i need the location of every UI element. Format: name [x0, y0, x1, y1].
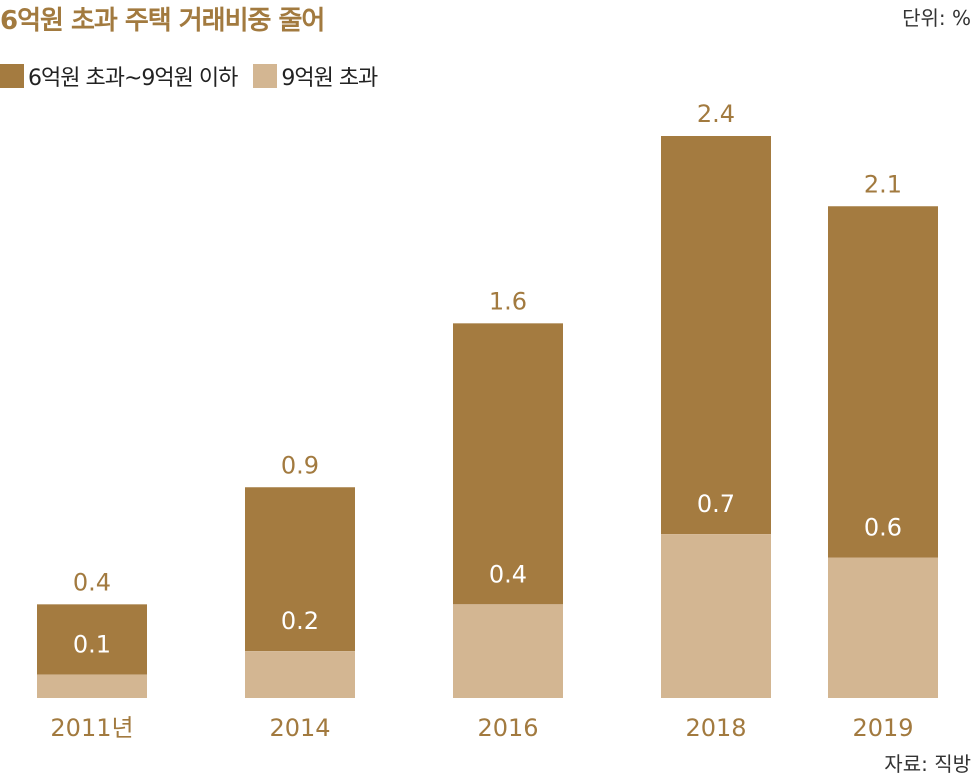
x-tick-label-0: 2011년 — [50, 714, 133, 742]
total-label-2: 1.6 — [489, 287, 527, 315]
legend-item-series2: 9억원 초과 — [253, 60, 378, 92]
bar-series2-2 — [453, 604, 563, 698]
unit-label: 단위: % — [902, 6, 971, 30]
legend: 6억원 초과~9억원 이하 9억원 초과 — [0, 60, 393, 92]
total-label-3: 2.4 — [697, 100, 735, 128]
x-tick-label-4: 2019 — [852, 714, 913, 742]
bar-series1-1 — [245, 487, 355, 652]
x-tick-label-3: 2018 — [685, 714, 746, 742]
legend-label-series2: 9억원 초과 — [281, 66, 378, 91]
x-tick-label-2: 2016 — [477, 714, 538, 742]
x-tick-label-1: 2014 — [269, 714, 330, 742]
legend-swatch-series2 — [253, 64, 278, 88]
bar-series1-4 — [828, 206, 938, 558]
total-label-1: 0.9 — [281, 451, 319, 479]
bar-series1-3 — [661, 136, 771, 535]
legend-item-series1: 6억원 초과~9억원 이하 — [0, 60, 238, 92]
total-label-0: 0.4 — [73, 568, 111, 596]
inner-label-1: 0.2 — [281, 607, 319, 635]
bar-series1-0 — [37, 604, 147, 675]
bar-series2-4 — [828, 557, 938, 698]
bar-series2-0 — [37, 674, 147, 698]
inner-label-4: 0.6 — [864, 514, 902, 542]
inner-label-2: 0.4 — [489, 560, 527, 588]
total-label-4: 2.1 — [864, 170, 902, 198]
chart-title: 6억원 초과 주택 거래비중 줄어 — [0, 6, 325, 36]
bar-series1-2 — [453, 323, 563, 605]
inner-label-3: 0.7 — [697, 490, 735, 518]
legend-swatch-series1 — [0, 64, 24, 88]
source-label: 자료: 직방 — [884, 752, 971, 776]
legend-label-series1: 6억원 초과~9억원 이하 — [28, 66, 238, 91]
bar-series2-3 — [661, 534, 771, 698]
inner-label-0: 0.1 — [73, 631, 111, 659]
bar-series2-1 — [245, 651, 355, 698]
